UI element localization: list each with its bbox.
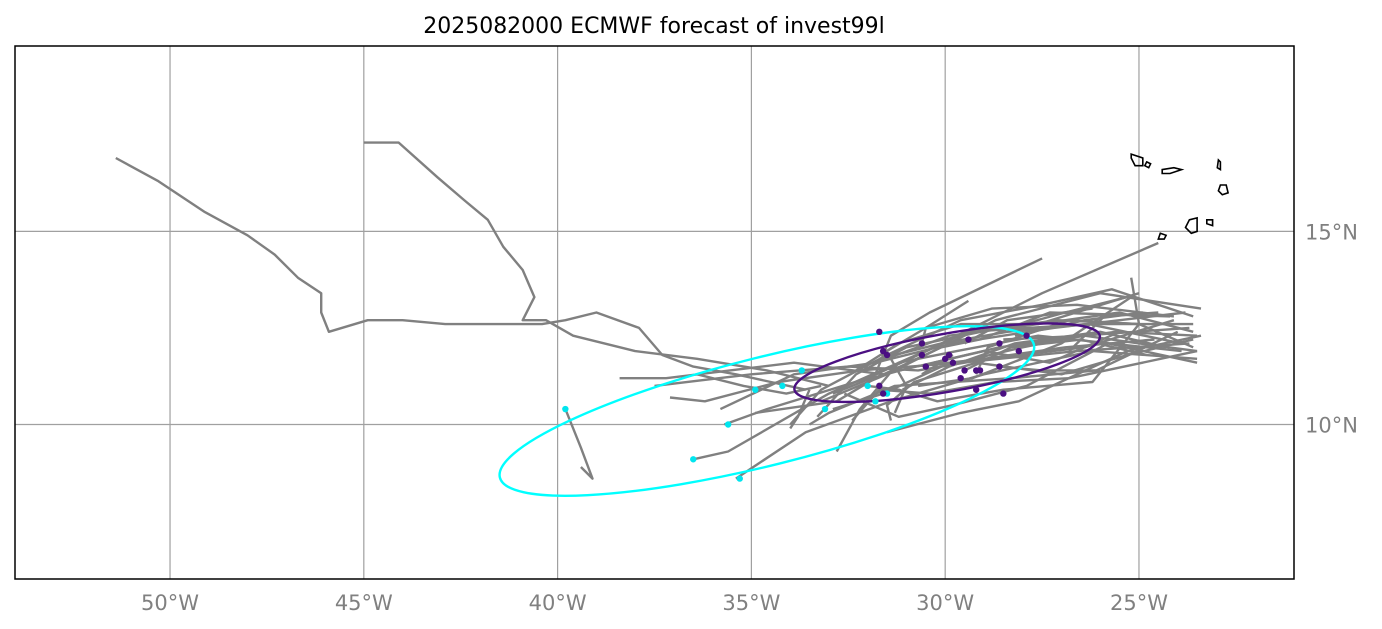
track-37 [889,358,908,414]
late-position-point-8 [949,359,957,366]
lon-tick-label: 35°W [722,591,780,615]
position-points [562,328,1030,482]
track-26 [964,338,1147,372]
track-16 [843,342,1198,418]
late-position-point-1 [879,347,887,355]
track-24 [917,296,1132,388]
track-22 [901,330,1167,391]
late-position-point-14 [972,386,980,393]
track-43 [564,408,594,480]
lon-tick-label: 30°W [916,591,974,615]
early-position-point-7 [821,405,829,413]
uncertainty-ellipses [498,322,1102,497]
track-27 [862,257,1043,387]
lon-tick-label: 25°W [1110,591,1168,615]
map-content [115,141,1230,497]
track-23 [975,319,1194,375]
track-11 [885,338,1194,421]
early-position-point-0 [562,405,569,413]
track-0 [693,241,1159,461]
island-6 [1184,216,1198,235]
map-title: 2025082000 ECMWF forecast of invest99l [423,14,885,39]
late-position-point-4 [918,351,926,359]
track-12 [851,349,1198,422]
longitude-labels: 50°W 45°W 40°W 35°W 30°W 25°W [141,591,1168,615]
early-position-point-8 [864,382,871,390]
track-21 [879,322,1182,360]
island-7 [1206,219,1214,227]
map-frame [14,45,1295,580]
late-position-point-20 [879,390,887,397]
late-position-point-17 [1000,390,1007,397]
track-42 [363,141,830,388]
lon-tick-label: 45°W [335,591,393,615]
late-position-point-19 [1023,332,1030,339]
late-uncertainty-ellipse [793,322,1102,404]
lon-tick-label: 50°W [141,591,199,615]
late-position-point-13 [976,367,984,374]
track-5 [789,288,1194,426]
track-38 [1068,311,1159,352]
early-position-point-9 [872,398,879,405]
island-5 [1157,232,1168,240]
early-position-point-6 [798,367,805,374]
late-position-point-7 [945,351,953,359]
late-position-point-21 [876,382,883,390]
island-4 [1217,184,1230,196]
late-position-point-10 [961,367,968,374]
early-position-point-3 [724,421,732,428]
late-position-point-3 [918,340,926,347]
early-position-point-2 [736,475,743,482]
track-29 [886,303,1175,353]
track-34 [1003,334,1198,353]
late-position-point-9 [957,374,964,382]
early-position-point-1 [690,456,697,463]
late-position-point-15 [996,340,1003,347]
track-31 [964,307,1093,345]
lat-tick-label: 10°N [1305,414,1358,438]
late-position-point-18 [1015,347,1023,355]
late-position-point-11 [965,336,972,343]
island-1 [1143,160,1152,169]
track-41 [115,156,806,391]
gridlines [15,46,1294,579]
track-25 [933,330,1121,364]
late-position-point-2 [883,351,891,359]
island-0 [1130,152,1144,167]
late-position-point-0 [876,328,883,336]
latitude-labels: 15°N 10°N [1305,220,1358,437]
early-position-point-5 [779,382,786,390]
ensemble-tracks [115,141,1202,480]
late-position-point-6 [941,355,949,363]
lat-tick-label: 15°N [1305,220,1358,244]
late-position-point-16 [996,363,1003,370]
early-position-point-4 [752,386,759,393]
track-4 [735,349,1198,480]
cape-verde-islands [1130,152,1230,240]
lon-tick-label: 40°W [529,591,587,615]
island-2 [1161,166,1185,175]
track-18 [832,338,1155,395]
late-position-point-5 [922,363,930,370]
early-uncertainty-ellipse [498,325,1036,497]
island-3 [1216,158,1222,172]
